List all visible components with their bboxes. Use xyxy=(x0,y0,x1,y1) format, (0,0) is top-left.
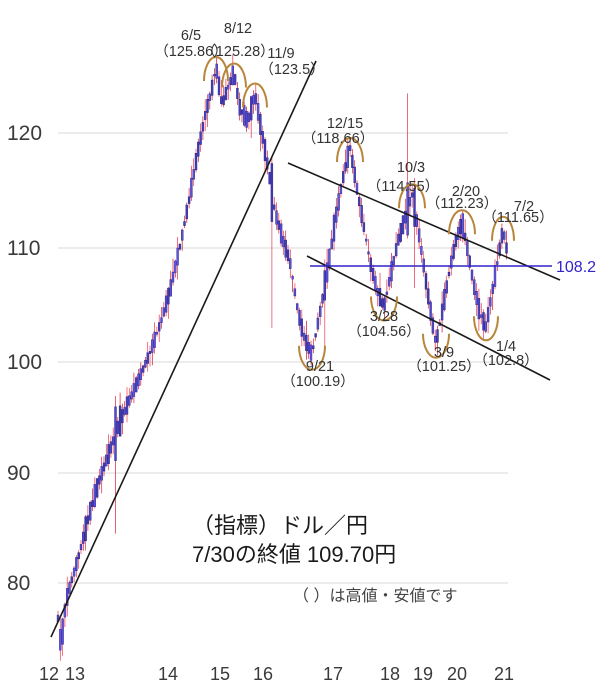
svg-text:12/15: 12/15 xyxy=(327,116,363,132)
svg-text:13: 13 xyxy=(65,664,85,684)
svg-text:（123.5）: （123.5） xyxy=(259,61,324,78)
svg-text:120: 120 xyxy=(7,122,42,145)
svg-text:108.2: 108.2 xyxy=(556,259,596,276)
svg-text:21: 21 xyxy=(494,664,514,684)
svg-text:（111.65）: （111.65） xyxy=(482,209,553,226)
svg-text:15: 15 xyxy=(210,664,230,684)
svg-text:（100.19）: （100.19） xyxy=(281,373,354,390)
svg-text:8/12: 8/12 xyxy=(224,21,252,37)
svg-text:90: 90 xyxy=(7,462,30,485)
svg-text:（指標）ドル／円: （指標）ドル／円 xyxy=(192,513,368,538)
svg-text:80: 80 xyxy=(7,572,30,595)
svg-text:（ ）は高値・安値です: （ ）は高値・安値です xyxy=(293,587,457,605)
svg-text:110: 110 xyxy=(7,237,40,260)
svg-text:（104.56）: （104.56） xyxy=(347,323,420,340)
svg-text:3/28: 3/28 xyxy=(370,309,398,325)
svg-text:10/3: 10/3 xyxy=(397,160,425,176)
svg-text:16: 16 xyxy=(253,664,273,684)
svg-text:14: 14 xyxy=(158,664,178,684)
svg-text:（114.55）: （114.55） xyxy=(367,178,439,195)
svg-text:17: 17 xyxy=(323,664,343,684)
svg-text:19: 19 xyxy=(413,664,433,684)
svg-text:18: 18 xyxy=(380,664,400,684)
svg-text:100: 100 xyxy=(7,351,42,374)
svg-text:（118.66）: （118.66） xyxy=(302,130,374,147)
svg-text:（101.25）: （101.25） xyxy=(407,358,480,375)
svg-text:（125.28）: （125.28） xyxy=(201,43,274,60)
svg-text:11/9: 11/9 xyxy=(267,46,294,62)
svg-text:6/5: 6/5 xyxy=(181,28,201,44)
svg-text:7/30の終値 109.70円: 7/30の終値 109.70円 xyxy=(192,542,396,567)
svg-text:12: 12 xyxy=(39,664,59,684)
svg-text:（102.8）: （102.8） xyxy=(473,352,538,369)
svg-text:9/21: 9/21 xyxy=(306,359,334,375)
svg-text:20: 20 xyxy=(447,664,467,684)
